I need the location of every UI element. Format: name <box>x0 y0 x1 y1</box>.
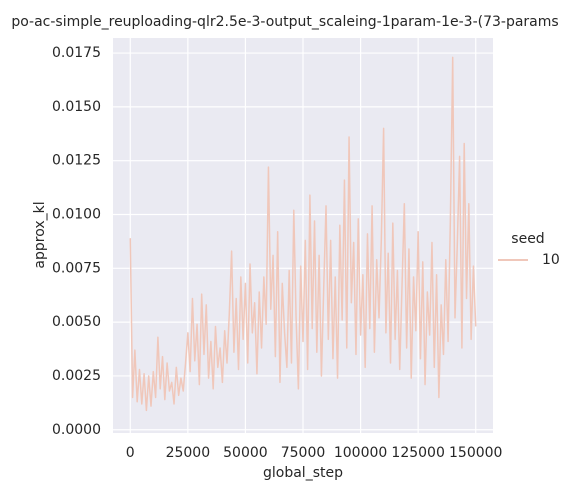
legend-title: seed <box>511 231 544 247</box>
x-tick-label: 125000 <box>391 445 444 461</box>
legend-label: 10 <box>542 252 560 268</box>
y-tick-label: 0.0175 <box>52 45 101 61</box>
y-tick-label: 0.0100 <box>52 207 101 223</box>
x-tick-label: 0 <box>126 445 135 461</box>
x-tick-label: 150000 <box>449 445 502 461</box>
chart-title: po-ac-simple_reuploading-qlr2.5e-3-outpu… <box>11 14 558 30</box>
y-tick-label: 0.0025 <box>52 368 101 384</box>
y-tick-label: 0.0075 <box>52 260 101 276</box>
x-tick-label: 100000 <box>334 445 387 461</box>
data-line <box>129 56 477 412</box>
x-tick-label: 50000 <box>223 445 268 461</box>
x-tick-label: 25000 <box>166 445 211 461</box>
y-axis-label: approx_kl <box>32 201 48 268</box>
y-tick-label: 0.0125 <box>52 153 101 169</box>
x-tick-label: 75000 <box>281 445 326 461</box>
y-tick-label: 0.0150 <box>52 99 101 115</box>
x-axis-label: global_step <box>263 465 343 481</box>
y-tick-label: 0.0000 <box>52 422 101 438</box>
y-tick-label: 0.0050 <box>52 314 101 330</box>
